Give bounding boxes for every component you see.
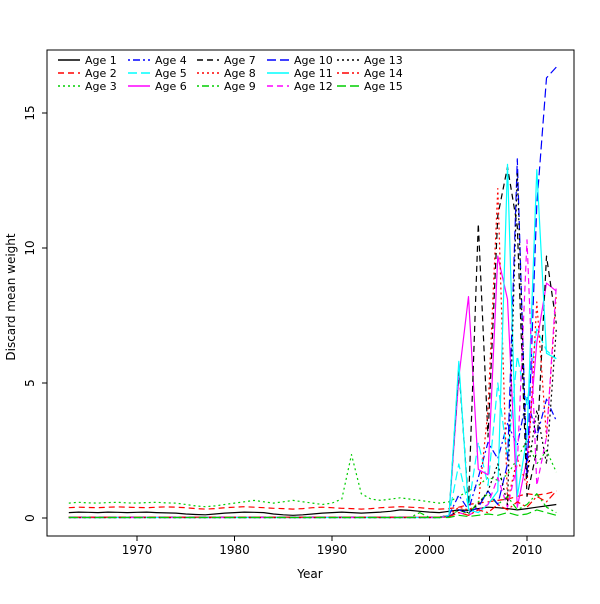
y-axis-tick-label: 15: [23, 105, 37, 120]
legend-label-age-6: Age 6: [155, 80, 187, 93]
series-line-age-2: [68, 490, 557, 510]
y-axis-tick-label: 5: [23, 379, 37, 387]
x-axis-tick-label: 1970: [122, 543, 153, 557]
legend-label-age-8: Age 8: [224, 67, 256, 80]
legend-label-age-9: Age 9: [224, 80, 256, 93]
legend-label-age-15: Age 15: [364, 80, 403, 93]
series-line-age-14: [68, 490, 557, 518]
legend-label-age-10: Age 10: [294, 54, 333, 67]
x-axis-tick-label: 1990: [317, 543, 348, 557]
series-line-age-10: [68, 66, 557, 519]
y-axis-label: Discard mean weight: [4, 233, 18, 361]
legend-label-age-4: Age 4: [155, 54, 187, 67]
y-axis-tick-label: 10: [23, 240, 37, 255]
series-line-age-15: [68, 509, 557, 519]
legend-label-age-12: Age 12: [294, 80, 333, 93]
series-line-age-5: [68, 328, 557, 518]
legend-label-age-11: Age 11: [294, 67, 333, 80]
series-line-age-8: [68, 188, 557, 519]
plot-border-box: [46, 49, 575, 537]
x-axis-tick-label: 2010: [512, 543, 543, 557]
series-line-age-12: [68, 239, 557, 519]
legend-label-age-2: Age 2: [85, 67, 117, 80]
series-line-age-3: [68, 439, 557, 508]
legend-label-age-14: Age 14: [364, 67, 403, 80]
y-axis-tick-label: 0: [23, 514, 37, 522]
series-line-age-6: [68, 255, 557, 518]
legend-label-age-1: Age 1: [85, 54, 117, 67]
series-line-age-1: [68, 503, 557, 516]
legend-label-age-7: Age 7: [224, 54, 256, 67]
legend-label-age-3: Age 3: [85, 80, 117, 93]
x-axis-tick-label: 1980: [219, 543, 250, 557]
legend-label-age-13: Age 13: [364, 54, 403, 67]
x-axis-label: Year: [296, 567, 322, 581]
legend-label-age-5: Age 5: [155, 67, 187, 80]
x-axis-tick-label: 2000: [414, 543, 445, 557]
